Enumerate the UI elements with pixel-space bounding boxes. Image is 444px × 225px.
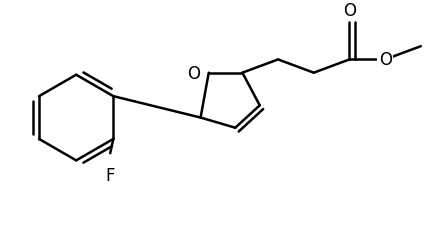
Text: O: O <box>343 2 356 20</box>
Text: O: O <box>379 51 392 69</box>
Text: O: O <box>187 64 201 82</box>
Text: F: F <box>106 167 115 185</box>
